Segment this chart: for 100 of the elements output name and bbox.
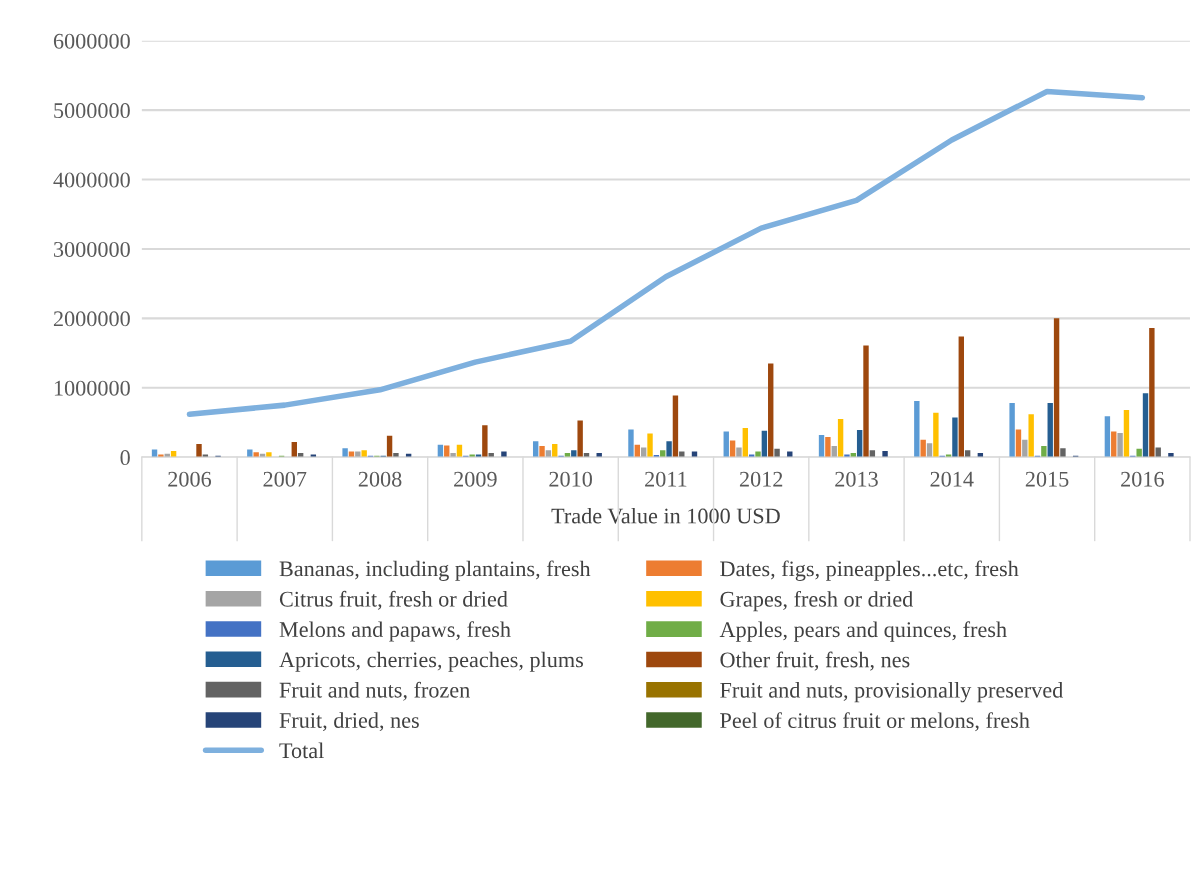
bar — [501, 451, 507, 458]
bar — [933, 412, 939, 458]
bar — [571, 450, 577, 458]
bar — [596, 453, 602, 458]
bar — [1022, 439, 1028, 458]
x-tick-label: 2011 — [645, 471, 687, 487]
bar — [202, 454, 209, 458]
bar — [552, 443, 558, 458]
bar — [964, 450, 971, 458]
bar — [768, 363, 774, 458]
x-tick-label: 2016 — [1121, 471, 1164, 487]
bar — [660, 450, 666, 458]
bar — [1117, 432, 1123, 458]
bar — [1104, 416, 1111, 458]
bar — [958, 336, 964, 458]
y-tick-label: 0 — [120, 450, 130, 466]
y-tick-label: 6000000 — [53, 33, 130, 49]
bar — [1123, 409, 1130, 458]
bar — [742, 428, 749, 458]
bar — [539, 446, 545, 458]
bar — [1136, 448, 1142, 458]
bar — [564, 453, 571, 458]
x-tick-label: 2007 — [263, 471, 307, 487]
legend-label: Bananas, including plantains, fresh — [279, 560, 591, 581]
bar — [672, 395, 679, 458]
y-tick-label: 3000000 — [54, 241, 130, 257]
bar — [266, 452, 272, 458]
bar — [844, 454, 850, 458]
bar — [361, 450, 367, 458]
bar — [755, 451, 761, 458]
bar — [1053, 318, 1060, 458]
bar — [640, 447, 647, 458]
legend-label: Apricots, cherries, peaches, plums — [279, 651, 583, 672]
bar — [253, 452, 259, 458]
legend-label: Fruit and nuts, frozen — [279, 681, 470, 701]
bar — [634, 444, 641, 458]
bar — [748, 454, 755, 458]
bar — [850, 453, 856, 458]
bar — [818, 434, 825, 458]
bar — [1047, 403, 1053, 458]
bar — [1149, 328, 1155, 458]
bar — [450, 453, 456, 458]
bar — [386, 435, 393, 458]
bar — [856, 430, 863, 458]
bar — [437, 444, 444, 458]
legend-label: Peel of citrus fruit or melons, fresh — [720, 712, 1030, 732]
bar — [482, 425, 488, 458]
bar — [882, 450, 888, 458]
bar — [1111, 431, 1117, 458]
x-tick-label: 2006 — [168, 471, 212, 487]
x-tick-label: 2008 — [358, 471, 402, 487]
bar — [355, 451, 361, 458]
bar — [628, 429, 634, 458]
bar — [647, 433, 653, 458]
bar — [247, 449, 253, 458]
bar — [945, 454, 952, 458]
bar — [666, 441, 672, 458]
bar — [723, 431, 729, 458]
x-tick-label: 2012 — [739, 471, 783, 487]
bar — [297, 453, 304, 458]
bar — [977, 453, 984, 458]
bar — [291, 441, 297, 458]
x-tick-label: 2013 — [835, 471, 878, 487]
legend-label: Citrus fruit, fresh or dried — [279, 590, 508, 610]
bar — [158, 454, 164, 458]
bar — [920, 439, 926, 458]
y-tick-label: 1000000 — [54, 380, 130, 396]
bar — [583, 453, 590, 458]
bar — [761, 430, 768, 458]
bar — [1041, 446, 1047, 458]
bar — [952, 417, 958, 458]
y-tick-label: 2000000 — [53, 311, 130, 327]
bar — [863, 345, 869, 458]
bar — [545, 450, 552, 458]
legend-label: Apples, pears and quinces, fresh — [719, 621, 1007, 642]
bar — [914, 400, 920, 458]
bar — [1028, 414, 1034, 458]
bar — [475, 454, 482, 458]
legend-label: Melons and papaws, fresh — [279, 621, 511, 642]
bar — [469, 454, 475, 458]
legend-label: Total — [279, 742, 324, 759]
legend-label: Other fruit, fresh, nes — [720, 651, 910, 671]
x-axis-title: Trade Value in 1000 USD — [551, 507, 780, 524]
y-tick-label: 4000000 — [53, 172, 130, 188]
bar — [1155, 447, 1161, 458]
bar — [869, 450, 876, 458]
bar — [1015, 429, 1022, 458]
legend-label: Grapes, fresh or dried — [720, 590, 913, 612]
bar — [926, 443, 933, 458]
bar — [831, 446, 837, 458]
x-tick-label: 2014 — [930, 471, 974, 487]
bar — [736, 447, 742, 458]
legend-label: Fruit and nuts, provisionally preserved — [720, 682, 1064, 703]
legend-label: Dates, figs, pineapples...etc, fresh — [720, 560, 1019, 581]
bar — [456, 444, 463, 458]
bar — [393, 453, 399, 458]
bar — [774, 448, 780, 458]
bar — [577, 420, 583, 458]
x-tick-label: 2009 — [454, 471, 497, 487]
bar — [1060, 448, 1066, 458]
